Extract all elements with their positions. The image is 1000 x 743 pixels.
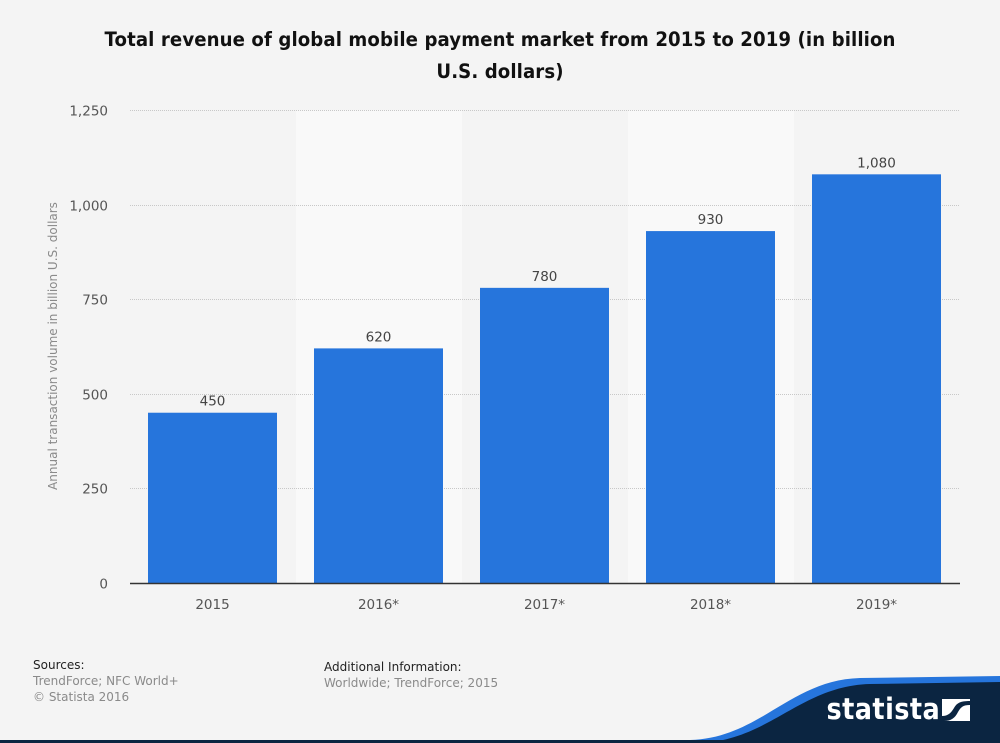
x-tick-label: 2017* — [524, 597, 565, 613]
bars — [148, 174, 941, 583]
y-axis-ticks: 0 250 500 750 1,000 1,250 — [69, 104, 108, 593]
y-tick-label: 1,000 — [69, 199, 108, 215]
statista-logo-icon — [942, 699, 970, 721]
additional-info-block: Additional Information: Worldwide; Trend… — [324, 659, 498, 691]
sources-line-1: TrendForce; NFC World+ — [33, 674, 179, 688]
brand-name: statista — [826, 692, 940, 726]
bar-chart: 0 250 500 750 1,000 1,250 2015 2016* 2017* 2018*… — [46, 104, 960, 613]
sources-block: Sources: TrendForce; NFC World+ © Statis… — [33, 657, 179, 705]
data-label: 450 — [200, 394, 226, 410]
data-label: 930 — [698, 212, 724, 228]
brand-accent-wave — [0, 676, 1000, 743]
brand-dark-wave — [0, 682, 1000, 743]
data-labels: 450 620 780 930 1,080 — [200, 155, 896, 409]
additional-info-heading: Additional Information: — [324, 660, 462, 674]
chart-title-line-1: Total revenue of global mobile payment m… — [104, 28, 896, 51]
additional-info-value: Worldwide; TrendForce; 2015 — [324, 676, 499, 690]
y-axis-title: Annual transaction volume in billion U.S… — [46, 202, 60, 490]
bar-2016[interactable] — [314, 348, 443, 583]
chart-title-line-2: U.S. dollars) — [436, 60, 564, 83]
y-tick-label: 500 — [82, 388, 108, 404]
bar-2019[interactable] — [812, 174, 941, 583]
data-label: 1,080 — [857, 155, 896, 171]
x-tick-label: 2015 — [195, 597, 229, 613]
y-tick-label: 750 — [82, 293, 108, 309]
bar-2017[interactable] — [480, 287, 609, 583]
x-tick-label: 2019* — [856, 597, 897, 613]
sources-line-2: © Statista 2016 — [33, 690, 130, 704]
bar-2018[interactable] — [646, 231, 775, 583]
bar-2015[interactable] — [148, 412, 277, 583]
y-tick-label: 0 — [99, 577, 108, 593]
sources-heading: Sources: — [33, 658, 85, 672]
chart-title: Total revenue of global mobile payment m… — [72, 24, 928, 88]
y-tick-label: 250 — [82, 482, 108, 498]
x-tick-label: 2018* — [690, 597, 731, 613]
x-tick-label: 2016* — [358, 597, 399, 613]
x-axis-ticks: 2015 2016* 2017* 2018* 2019* — [195, 597, 897, 613]
data-label: 620 — [366, 329, 392, 345]
brand-banner — [0, 676, 1000, 743]
data-label: 780 — [532, 269, 558, 285]
y-tick-label: 1,250 — [69, 104, 108, 120]
